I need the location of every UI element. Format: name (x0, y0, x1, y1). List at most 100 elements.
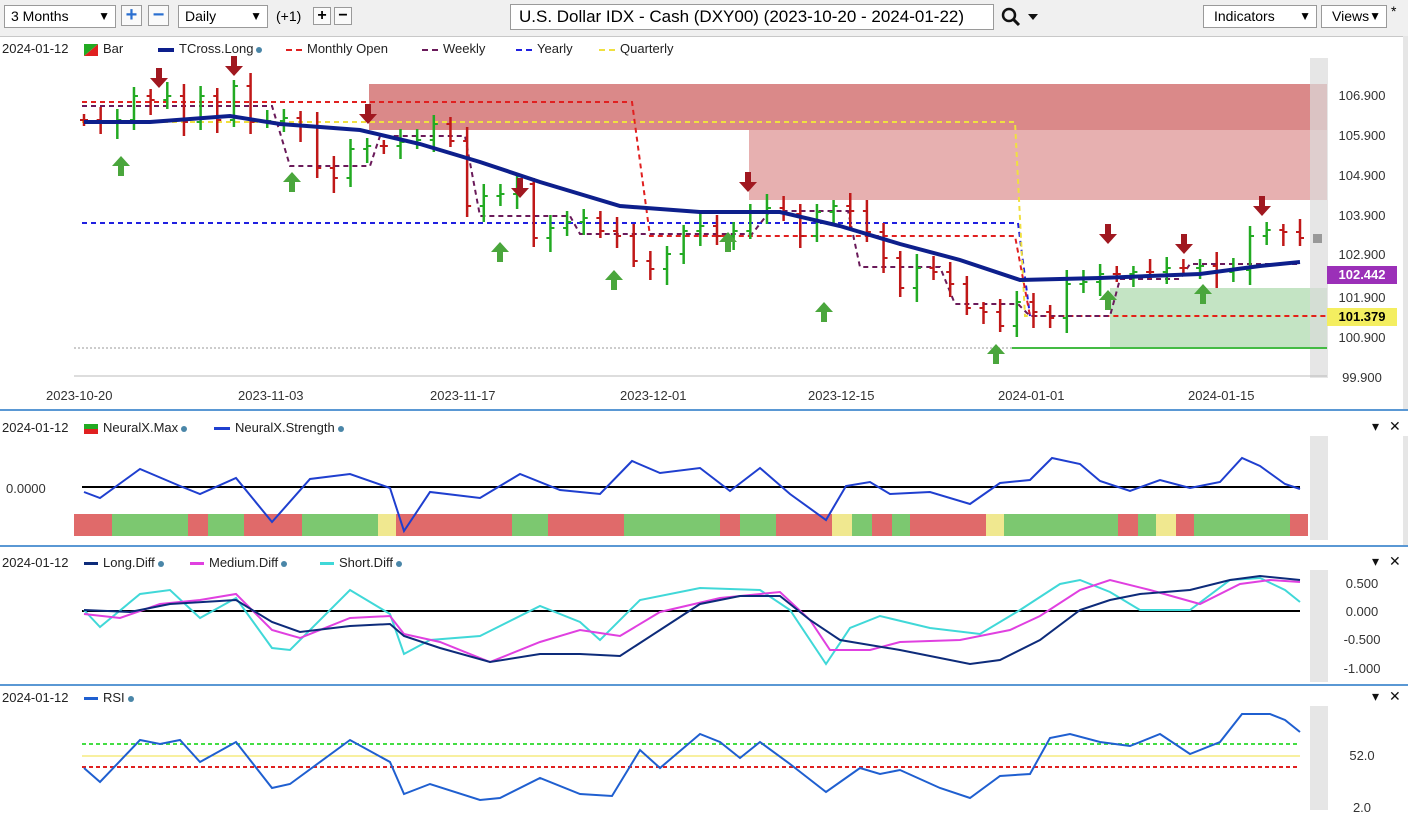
sell-arrow-icon (511, 178, 529, 198)
price-label: 102.900 (1338, 247, 1386, 262)
indicators-label: Indicators (1214, 8, 1275, 24)
buy-arrow-icon (283, 172, 301, 192)
legend-date: 2024-01-12 (2, 420, 69, 435)
date-label: 2023-11-03 (238, 388, 304, 403)
zoom-out-button[interactable]: − (334, 7, 352, 25)
price-label: 99.900 (1342, 370, 1382, 385)
neural-max-segment (512, 514, 548, 536)
neural-max-segment (1176, 514, 1194, 536)
views-label: Views (1332, 8, 1370, 24)
legend-rsi: RSI (84, 690, 134, 705)
zero-label: 0.0000 (6, 481, 46, 496)
neural-chart[interactable] (0, 436, 1408, 540)
chevron-down-icon: ▼ (250, 9, 262, 23)
close-icon[interactable]: ✕ (1389, 553, 1401, 569)
panel-separator[interactable] (0, 409, 1408, 411)
pin-icon[interactable]: * (1391, 3, 1397, 19)
medium-diff-line (83, 578, 1301, 664)
neural-max-segment (1138, 514, 1156, 536)
neural-max-segment (188, 514, 208, 536)
diff-label: 0.000 (1345, 604, 1379, 619)
panel-separator[interactable] (0, 684, 1408, 686)
collapse-icon[interactable]: ▾ (1372, 688, 1380, 704)
date-label: 2024-01-01 (998, 388, 1065, 403)
legend-tcross: TCross.Long (158, 41, 263, 56)
signal-arrows (112, 56, 1271, 364)
tcross-long-line (84, 113, 1301, 283)
search-button[interactable] (1000, 5, 1040, 29)
remove-symbol-button[interactable]: − (148, 5, 169, 26)
max-swatch-icon (84, 423, 98, 434)
legend-long-diff: Long.Diff (84, 555, 164, 570)
neural-max-segment (74, 514, 112, 536)
neural-max-segment (378, 514, 396, 536)
neural-max-segment (1290, 514, 1308, 536)
diff-label: -1.000 (1343, 661, 1381, 676)
diff-chart[interactable] (0, 570, 1408, 682)
scrollbar[interactable] (1403, 436, 1408, 545)
price-label: 101.900 (1338, 290, 1386, 305)
rsi-line (83, 713, 1301, 802)
last-price-marker (1313, 234, 1322, 243)
legend-weekly: Weekly (422, 41, 485, 56)
neural-max-segment (302, 514, 378, 536)
tcross-price-badge: 102.442 (1327, 266, 1397, 284)
sell-arrow-icon (1099, 224, 1117, 244)
support-zone (1110, 288, 1327, 348)
rsi-legend: 2024-01-12 RSI (2, 690, 302, 706)
chevron-down-icon: ▼ (98, 9, 110, 23)
legend-yearly: Yearly (516, 41, 573, 56)
resistance-zone-upper (369, 84, 1327, 130)
buy-arrow-icon (987, 344, 1005, 364)
buy-arrow-icon (1194, 284, 1212, 304)
close-icon[interactable]: ✕ (1389, 688, 1401, 704)
rsi-label: 2.0 (1352, 800, 1372, 815)
panel-separator[interactable] (0, 545, 1408, 547)
collapse-icon[interactable]: ▾ (1372, 553, 1380, 569)
sell-arrow-icon (359, 104, 377, 124)
quarterly-line (82, 121, 1327, 317)
neural-max-segment (872, 514, 892, 536)
offset-label: (+1) (276, 8, 302, 24)
diff-label: 0.500 (1345, 576, 1379, 591)
price-chart[interactable] (0, 36, 1408, 404)
buy-arrow-icon (605, 270, 623, 290)
views-button[interactable]: Views ▼ (1321, 5, 1387, 28)
toolbar: 3 Months ▼ + − Daily ▼ (+1) + − U.S. Dol… (0, 0, 1408, 37)
future-area (1310, 58, 1328, 378)
sell-arrow-icon (150, 68, 168, 88)
neural-max-segment (396, 514, 512, 536)
price-label: 105.900 (1338, 128, 1386, 143)
close-icon[interactable]: ✕ (1389, 418, 1401, 434)
long-diff-line (83, 574, 1301, 666)
price-label: 104.900 (1338, 168, 1386, 183)
legend-quarterly: Quarterly (599, 41, 673, 56)
legend-short-diff: Short.Diff (320, 555, 402, 570)
interval-select[interactable]: Daily ▼ (178, 5, 268, 28)
range-value: 3 Months (11, 8, 69, 24)
zoom-in-button[interactable]: + (313, 7, 331, 25)
interval-value: Daily (185, 8, 217, 24)
neural-max-segment (1118, 514, 1138, 536)
add-symbol-button[interactable]: + (121, 5, 142, 26)
short-diff-line (83, 576, 1301, 666)
rsi-chart[interactable] (0, 704, 1408, 816)
neural-max-segment (986, 514, 1004, 536)
buy-arrow-icon (491, 242, 509, 262)
neural-max-segment (112, 514, 188, 536)
legend-neuralx-max: NeuralX.Max (84, 420, 188, 435)
range-select[interactable]: 3 Months ▼ (4, 5, 116, 28)
quarterly-price-badge: 101.379 (1327, 308, 1397, 326)
collapse-icon[interactable]: ▾ (1372, 418, 1380, 434)
magnifier-icon (1001, 7, 1038, 27)
legend-medium-diff: Medium.Diff (190, 555, 288, 570)
neural-max-segment (776, 514, 832, 536)
symbol-title[interactable]: U.S. Dollar IDX - Cash (DXY00) (2023-10-… (510, 4, 994, 30)
diff-legend: 2024-01-12 Long.Diff Medium.Diff Short.D… (2, 555, 602, 571)
neural-max-segment (624, 514, 720, 536)
resistance-zone-lower (749, 130, 1327, 200)
neural-max-strip (74, 514, 1308, 536)
legend-date: 2024-01-12 (2, 690, 69, 705)
indicators-button[interactable]: Indicators ▼ (1203, 5, 1317, 28)
scrollbar[interactable] (1403, 36, 1408, 409)
